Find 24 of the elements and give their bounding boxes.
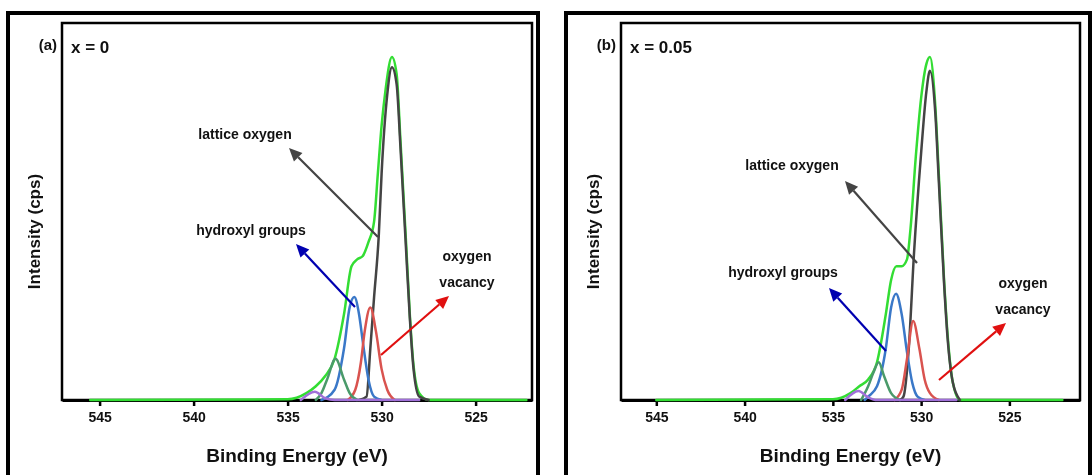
annotation: lattice oxygen xyxy=(198,126,292,142)
x-axis-title: Binding Energy (eV) xyxy=(759,445,942,466)
y-axis-title: Intensity (cps) xyxy=(584,173,603,290)
chart-title: (a) xyxy=(38,36,57,53)
y-axis-title: Intensity (cps) xyxy=(25,173,44,290)
annotation: hydroxyl groups xyxy=(196,222,307,238)
x-axis-title: Binding Energy (eV) xyxy=(206,445,388,466)
x-tick-label: 525 xyxy=(464,408,488,425)
x-tick-label: 540 xyxy=(733,408,757,425)
annotation: hydroxyl groups xyxy=(728,264,839,280)
x-tick-label: 525 xyxy=(998,408,1022,425)
chart-subtitle: x = 0 xyxy=(71,38,110,57)
annotation: lattice oxygen xyxy=(745,157,839,173)
x-tick-label: 540 xyxy=(182,408,206,425)
chart-subtitle: x = 0.05 xyxy=(630,38,692,57)
x-tick-label: 535 xyxy=(276,408,300,425)
x-tick-label: 530 xyxy=(370,408,394,425)
annotation: oxygen vacancy xyxy=(439,248,495,290)
x-tick-label: 545 xyxy=(88,408,112,425)
x-tick-label: 535 xyxy=(821,408,846,425)
x-tick-label: 545 xyxy=(645,408,669,425)
annotation: oxygen vacancy xyxy=(995,275,1051,317)
x-tick-label: 530 xyxy=(909,408,934,425)
chart-title: (b) xyxy=(596,36,616,53)
